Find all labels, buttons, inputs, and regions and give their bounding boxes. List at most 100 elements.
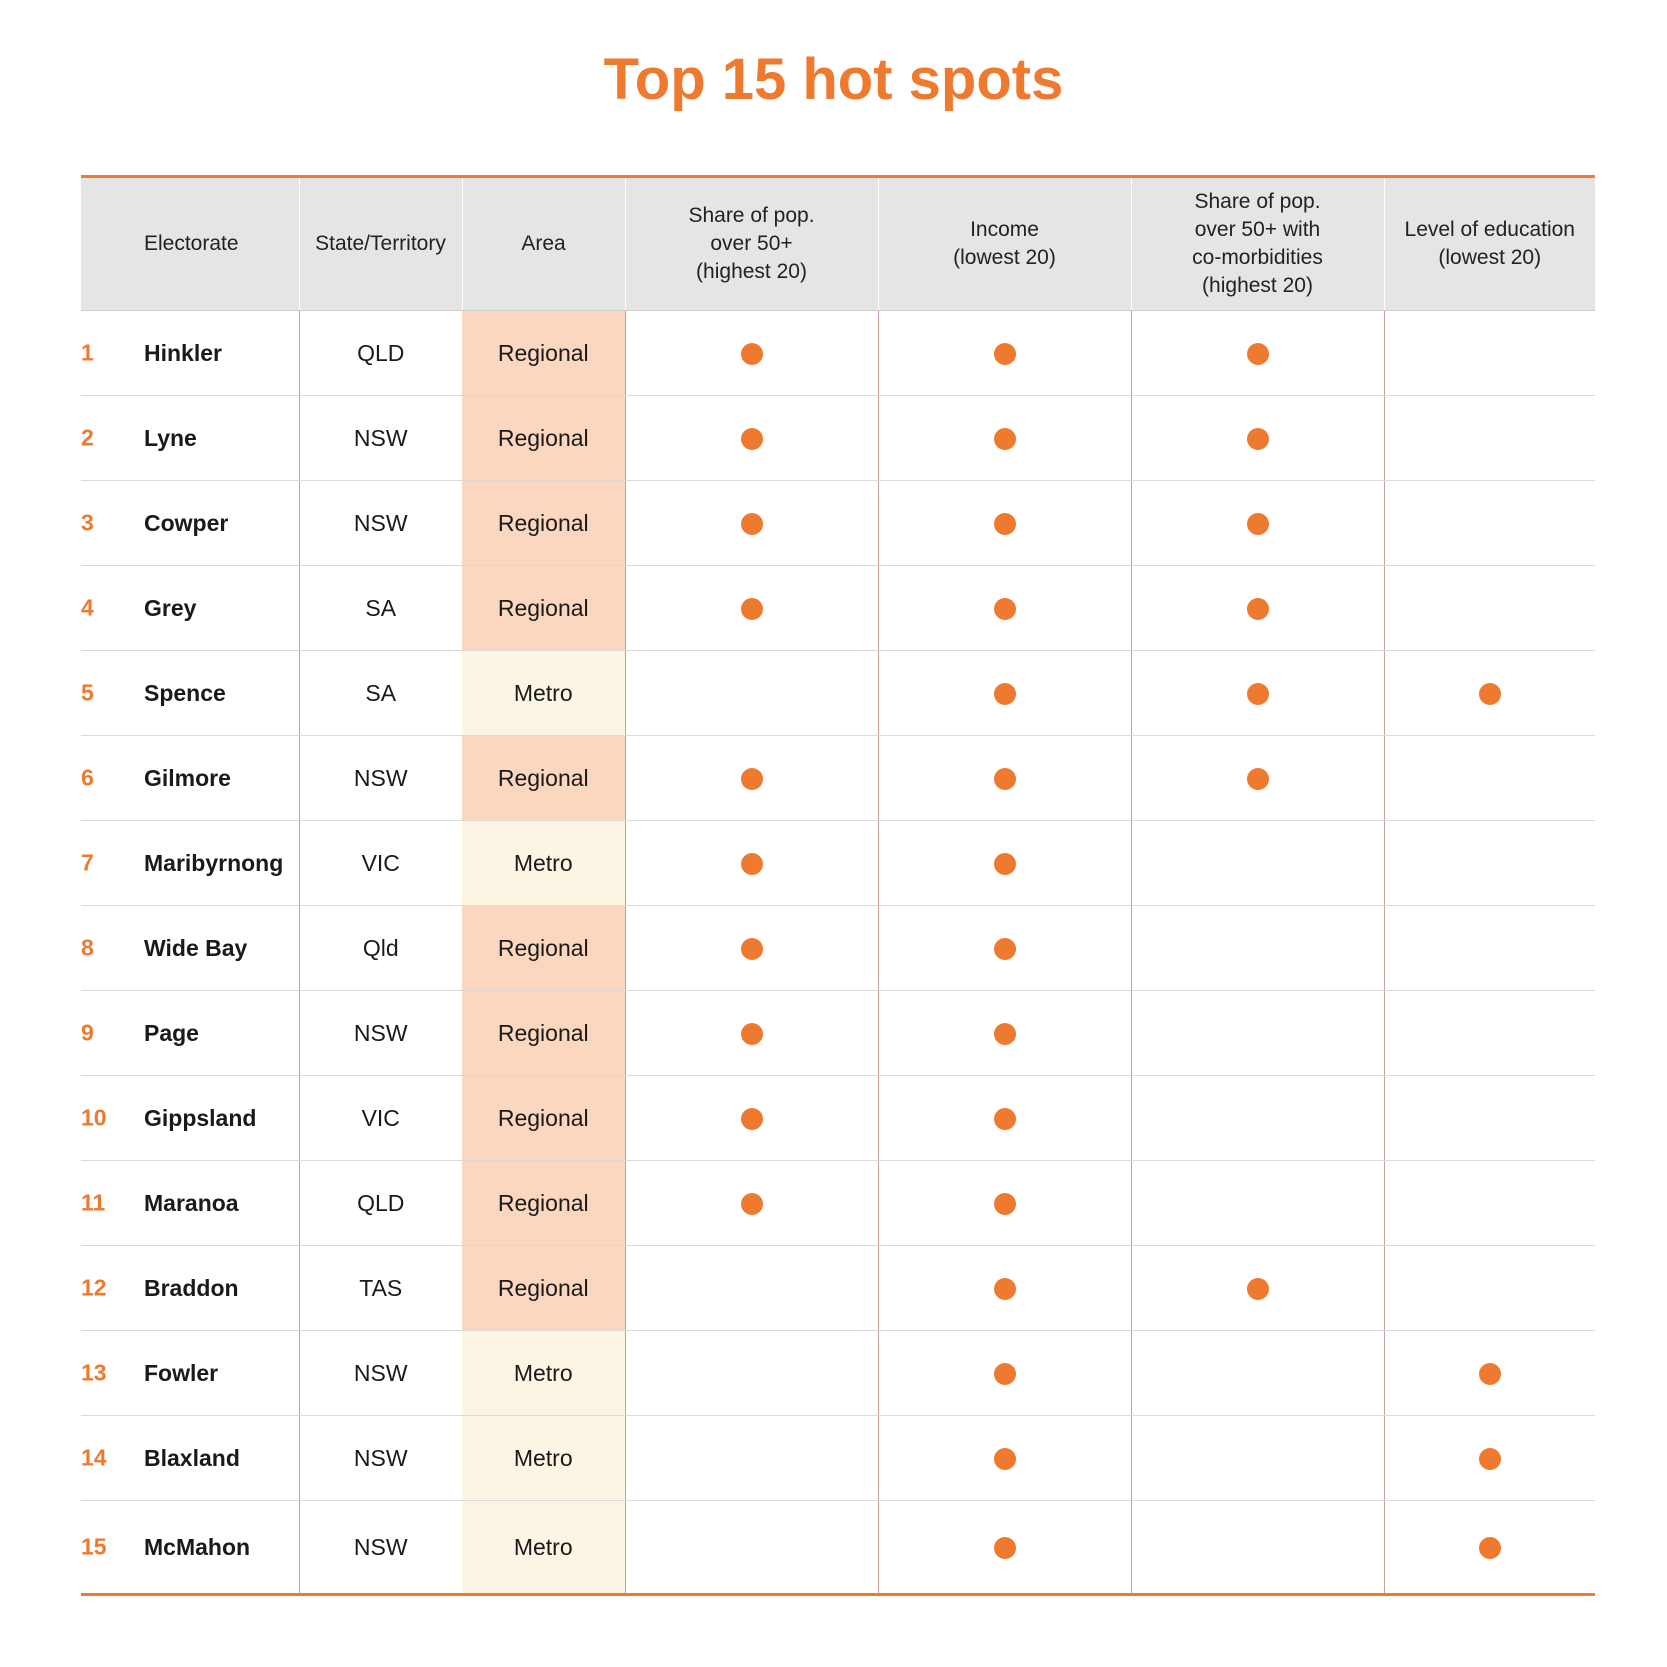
rank-number: 4 bbox=[81, 594, 94, 621]
indicator-dot-icon bbox=[993, 1537, 1016, 1560]
header-electorate: Electorate bbox=[81, 176, 299, 311]
electorate-cell: 15 McMahon bbox=[81, 1501, 299, 1595]
indicator-dot-icon bbox=[1478, 683, 1501, 706]
indicator-dot-icon bbox=[993, 513, 1016, 536]
comorb-cell bbox=[1130, 905, 1384, 991]
header-education: Level of education (lowest 20) bbox=[1383, 176, 1595, 311]
table-row: 10 Gippsland VIC Regional bbox=[81, 1075, 1595, 1161]
income-cell bbox=[877, 1500, 1131, 1595]
income-cell bbox=[877, 1160, 1131, 1246]
indicator-dot-icon bbox=[740, 428, 763, 451]
education-cell bbox=[1383, 1245, 1595, 1331]
indicator-dot-icon bbox=[993, 598, 1016, 621]
rank-number: 5 bbox=[81, 679, 94, 706]
income-cell bbox=[877, 990, 1131, 1076]
header-pop50-line: (highest 20) bbox=[696, 260, 807, 283]
electorate-cell: 10 Gippsland bbox=[81, 1075, 299, 1161]
comorb-cell bbox=[1130, 650, 1384, 736]
rank-number: 10 bbox=[81, 1104, 107, 1131]
indicator-dot-icon bbox=[993, 1278, 1016, 1301]
state-cell: TAS bbox=[298, 1245, 462, 1331]
hot-spots-table: Electorate State/Territory Area Share of po… bbox=[81, 175, 1595, 1596]
electorate-cell: 7 Maribyrnong bbox=[81, 820, 299, 906]
area-cell: Regional bbox=[462, 905, 625, 991]
header-area-line: Area bbox=[521, 232, 566, 255]
header-pop50-line: over 50+ bbox=[710, 232, 793, 255]
comorb-cell bbox=[1130, 990, 1384, 1076]
electorate-name: Braddon bbox=[144, 1274, 239, 1301]
pop50-cell bbox=[624, 1415, 878, 1501]
income-cell bbox=[877, 1245, 1131, 1331]
indicator-dot-icon bbox=[993, 343, 1016, 366]
comorb-cell bbox=[1130, 565, 1384, 651]
rank-number: 7 bbox=[81, 849, 94, 876]
area-cell: Regional bbox=[462, 735, 625, 821]
state-cell: NSW bbox=[298, 990, 462, 1076]
table-row: 7 Maribyrnong VIC Metro bbox=[81, 820, 1595, 906]
comorb-cell bbox=[1130, 820, 1384, 906]
electorate-cell: 1 Hinkler bbox=[81, 310, 299, 396]
state-cell: NSW bbox=[298, 1500, 462, 1595]
area-cell: Metro bbox=[462, 650, 625, 736]
comorb-cell bbox=[1130, 735, 1384, 821]
table-row: 3 Cowper NSW Regional bbox=[81, 480, 1595, 566]
electorate-name: Page bbox=[144, 1019, 199, 1046]
income-cell bbox=[877, 650, 1131, 736]
state-cell: VIC bbox=[298, 820, 462, 906]
table-row: 11 Maranoa QLD Regional bbox=[81, 1160, 1595, 1246]
education-cell bbox=[1383, 565, 1595, 651]
electorate-cell: 2 Lyne bbox=[81, 395, 299, 481]
indicator-dot-icon bbox=[993, 683, 1016, 706]
indicator-dot-icon bbox=[1478, 1448, 1501, 1471]
area-cell: Metro bbox=[462, 1415, 625, 1501]
header-comorb-line: (highest 20) bbox=[1202, 274, 1313, 297]
table-row: 5 Spence SA Metro bbox=[81, 650, 1595, 736]
rank-number: 3 bbox=[81, 509, 94, 536]
pop50-cell bbox=[624, 1330, 878, 1416]
education-cell bbox=[1383, 990, 1595, 1076]
table-row: 6 Gilmore NSW Regional bbox=[81, 735, 1595, 821]
state-cell: VIC bbox=[298, 1075, 462, 1161]
rank-number: 8 bbox=[81, 934, 94, 961]
electorate-cell: 4 Grey bbox=[81, 565, 299, 651]
indicator-dot-icon bbox=[740, 768, 763, 791]
header-income: Income (lowest 20) bbox=[877, 176, 1131, 311]
table-header-row: Electorate State/Territory Area Share of po… bbox=[81, 176, 1595, 311]
income-cell bbox=[877, 1415, 1131, 1501]
state-cell: Qld bbox=[298, 905, 462, 991]
education-cell bbox=[1383, 1160, 1595, 1246]
electorate-cell: 8 Wide Bay bbox=[81, 905, 299, 991]
electorate-cell: 3 Cowper bbox=[81, 480, 299, 566]
pop50-cell bbox=[624, 1160, 878, 1246]
header-comorb-line: Share of pop. bbox=[1194, 190, 1321, 213]
state-cell: QLD bbox=[298, 310, 462, 396]
area-cell: Regional bbox=[462, 395, 625, 481]
education-cell bbox=[1383, 395, 1595, 481]
header-education-line: Level of education bbox=[1404, 218, 1575, 241]
education-cell bbox=[1383, 310, 1595, 396]
indicator-dot-icon bbox=[993, 428, 1016, 451]
pop50-cell bbox=[624, 990, 878, 1076]
indicator-dot-icon bbox=[1246, 1278, 1269, 1301]
education-cell bbox=[1383, 820, 1595, 906]
state-cell: NSW bbox=[298, 395, 462, 481]
comorb-cell bbox=[1130, 395, 1384, 481]
indicator-dot-icon bbox=[740, 1108, 763, 1131]
electorate-cell: 5 Spence bbox=[81, 650, 299, 736]
header-education-line: (lowest 20) bbox=[1438, 246, 1542, 269]
table-row: 4 Grey SA Regional bbox=[81, 565, 1595, 651]
table-row: 14 Blaxland NSW Metro bbox=[81, 1415, 1595, 1501]
table-row: 9 Page NSW Regional bbox=[81, 990, 1595, 1076]
area-cell: Regional bbox=[462, 480, 625, 566]
area-cell: Metro bbox=[462, 1330, 625, 1416]
comorb-cell bbox=[1130, 310, 1384, 396]
income-cell bbox=[877, 480, 1131, 566]
electorate-cell: 6 Gilmore bbox=[81, 735, 299, 821]
electorate-name: Blaxland bbox=[144, 1444, 240, 1471]
electorate-cell: 14 Blaxland bbox=[81, 1415, 299, 1501]
indicator-dot-icon bbox=[1246, 428, 1269, 451]
header-pop50: Share of pop. over 50+ (highest 20) bbox=[624, 176, 878, 311]
table-row: 8 Wide Bay Qld Regional bbox=[81, 905, 1595, 991]
electorate-name: Gippsland bbox=[144, 1104, 257, 1131]
rank-number: 14 bbox=[81, 1444, 107, 1471]
